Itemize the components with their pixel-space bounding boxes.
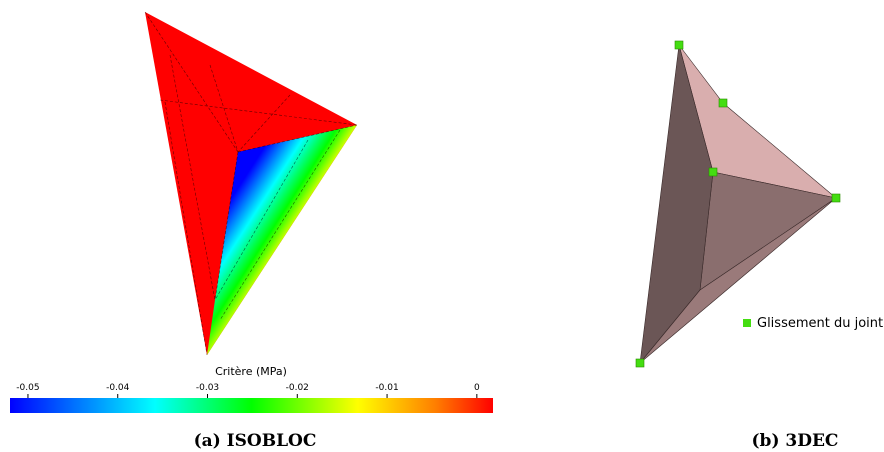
legend-marker (743, 319, 751, 327)
isobloc-model (144, 11, 358, 356)
tick-label: -0.02 (286, 383, 309, 393)
tick-label: -0.05 (16, 383, 39, 393)
tick-label: -0.01 (375, 383, 398, 393)
caption: (a) ISOBLOC (194, 431, 317, 451)
tick-label: -0.04 (106, 383, 130, 393)
tick-label: 0 (474, 383, 480, 393)
colorbar-title: Critère (MPa) (215, 365, 287, 378)
tick-label: -0.03 (196, 383, 219, 393)
3dec-model (635, 40, 841, 368)
legend-label: Glissement du joint (757, 316, 883, 331)
colorbar (10, 398, 493, 413)
caption: (b) 3DEC (752, 431, 839, 451)
